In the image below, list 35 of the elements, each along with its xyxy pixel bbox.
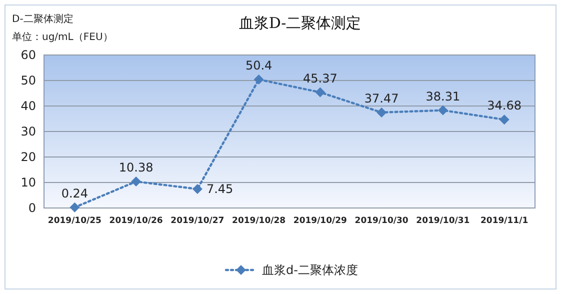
- x-tick-label: 2019/10/31: [416, 216, 470, 226]
- point: [438, 105, 448, 116]
- point: [254, 74, 264, 84]
- x-tick-label: 2019/11/1: [480, 216, 528, 226]
- y-tick-label: 50: [20, 74, 36, 88]
- data-label: 7.45: [206, 182, 234, 196]
- x-tick-label: 2019/10/25: [48, 216, 102, 226]
- x-tick-label: 2019/10/29: [293, 216, 348, 226]
- x-tick-label: 2019/10/30: [354, 216, 408, 226]
- y-tick-label: 20: [20, 150, 36, 164]
- y-axis-title: 单位：ug/mL（FEU）: [12, 31, 113, 43]
- data-label: 38.31: [426, 89, 460, 104]
- x-tick-label: 2019/10/27: [170, 216, 224, 226]
- data-label: 0.24: [61, 186, 88, 200]
- data-label: 50.4: [245, 58, 272, 72]
- y-tick-label: 10: [20, 176, 36, 190]
- point: [315, 87, 326, 98]
- chart-title: 血浆D-二聚体测定: [238, 14, 362, 32]
- point: [192, 184, 202, 194]
- data-label: 37.47: [364, 91, 399, 106]
- data-label: 10.38: [118, 160, 154, 175]
- point: [499, 114, 510, 125]
- x-tick-label: 2019/10/28: [232, 216, 286, 226]
- data-label: 34.68: [487, 98, 522, 113]
- legend-label: 血浆d-二聚体浓度: [262, 263, 358, 277]
- y-tick-label: 40: [20, 99, 36, 113]
- y-tick-label: 0: [28, 201, 36, 215]
- y-tick-label: 30: [20, 124, 36, 138]
- x-tick-label: 2019/10/26: [109, 216, 163, 226]
- text: D-二聚体测定: [12, 13, 74, 25]
- point: [131, 176, 142, 187]
- point: [376, 107, 387, 118]
- data-label: 45.37: [303, 71, 338, 86]
- y-tick-label: 60: [20, 48, 36, 62]
- point: [70, 202, 80, 212]
